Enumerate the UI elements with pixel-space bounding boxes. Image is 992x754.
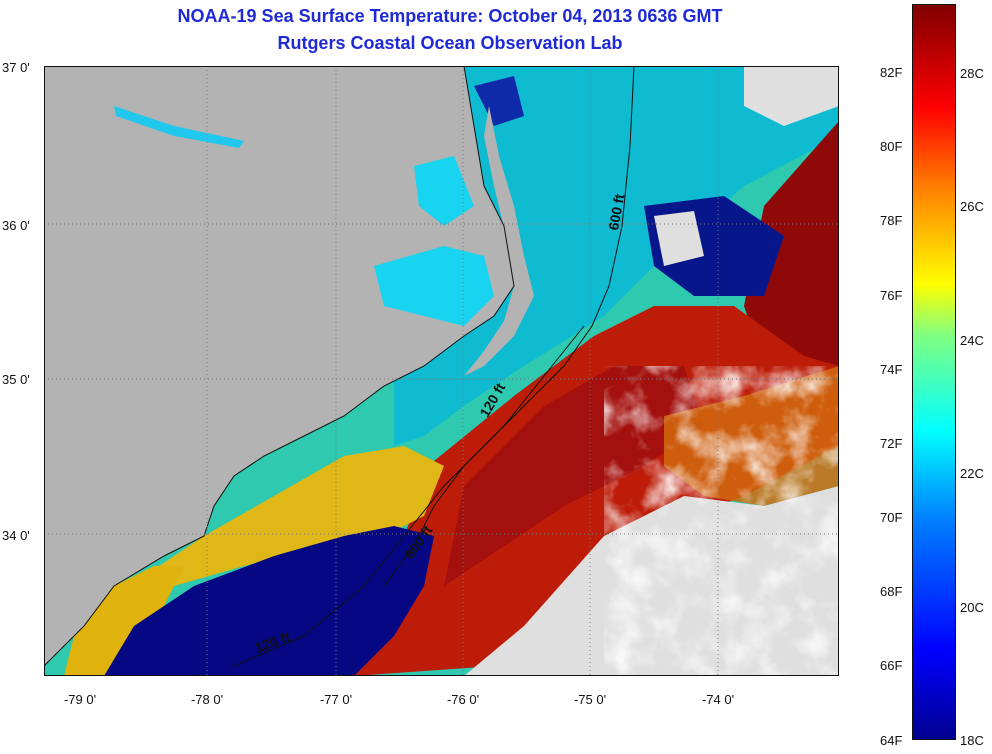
- lat-label-35: 35 0': [2, 372, 30, 387]
- land-mainland: [44, 66, 514, 666]
- lat-label-34: 34 0': [2, 528, 30, 543]
- lon-label-77: -77 0': [319, 692, 353, 707]
- colorbar: [912, 4, 956, 740]
- cb-f-76: 76F: [880, 288, 903, 303]
- lat-label-37: 37 0': [2, 60, 30, 75]
- sound-upper: [414, 156, 474, 226]
- lon-label-75: -75 0': [573, 692, 607, 707]
- cb-c-18: 18C: [960, 733, 984, 748]
- cb-f-64: 64F: [880, 733, 903, 748]
- cb-c-28: 28C: [960, 66, 984, 81]
- map-title: NOAA-19 Sea Surface Temperature: October…: [177, 6, 723, 26]
- sound-water: [374, 246, 494, 326]
- contour-120ft-mid: [233, 365, 565, 667]
- cb-c-20: 20C: [960, 600, 984, 615]
- cb-f-72: 72F: [880, 436, 903, 451]
- cb-f-78: 78F: [880, 213, 903, 228]
- map-frame: [44, 66, 839, 676]
- river-inlet: [114, 106, 244, 148]
- sst-map-svg: [44, 66, 839, 676]
- cb-f-68: 68F: [880, 584, 903, 599]
- lon-label-74: -74 0': [701, 692, 735, 707]
- cb-f-74: 74F: [880, 362, 903, 377]
- cb-c-26: 26C: [960, 199, 984, 214]
- cb-f-82: 82F: [880, 65, 903, 80]
- sst-map: 600 ft 120 ft 600 ft 120 ft: [44, 66, 839, 676]
- coastline: [44, 66, 515, 667]
- land-outer-banks: [464, 106, 534, 376]
- cb-f-66: 66F: [880, 658, 903, 673]
- gridlines: [44, 66, 839, 676]
- lon-label-76: -76 0': [446, 692, 480, 707]
- contour-600ft-south: [383, 325, 585, 587]
- cloud-speckle: [604, 366, 839, 676]
- map-subtitle: Rutgers Coastal Ocean Observation Lab: [277, 33, 623, 53]
- lat-label-36: 36 0': [2, 218, 30, 233]
- lon-label-79: -79 0': [63, 692, 97, 707]
- cb-f-70: 70F: [880, 510, 903, 525]
- cb-f-80: 80F: [880, 139, 903, 154]
- cb-c-24: 24C: [960, 333, 984, 348]
- cb-c-22: 22C: [960, 466, 984, 481]
- lon-label-78: -78 0': [190, 692, 224, 707]
- contour-600ft-north: [563, 66, 635, 367]
